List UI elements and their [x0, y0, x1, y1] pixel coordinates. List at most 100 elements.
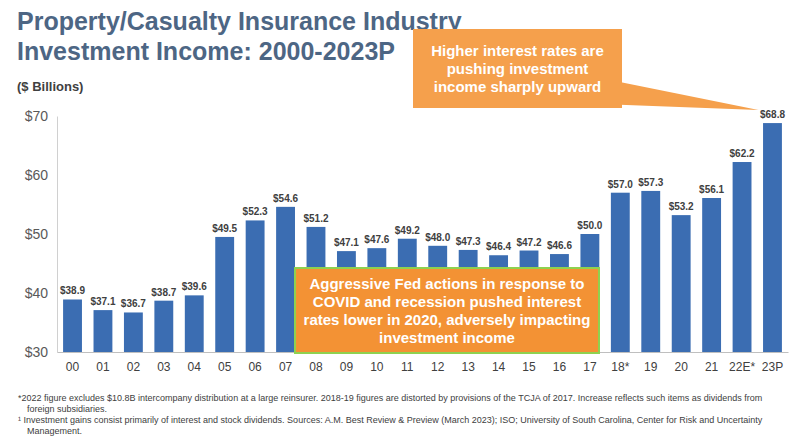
x-tick: 16 — [553, 352, 567, 374]
x-tick: 13 — [461, 352, 475, 374]
x-tick: 21 — [705, 352, 719, 374]
data-label: $48.0 — [425, 232, 450, 243]
data-label: $49.5 — [212, 223, 237, 234]
x-tick-label: 21 — [705, 360, 719, 374]
x-tick-label: 14 — [492, 360, 506, 374]
x-tick-label: 03 — [157, 360, 171, 374]
footnote: *2022 figure excludes $10.8B intercompan… — [18, 393, 788, 414]
x-tick-label: 04 — [188, 360, 202, 374]
data-label: $46.6 — [547, 240, 572, 251]
footnote: ¹ Investment gains consist primarily of … — [18, 415, 788, 436]
x-tick-label: 08 — [309, 360, 323, 374]
bar — [246, 220, 265, 352]
data-label: $47.3 — [456, 236, 481, 247]
x-tick-label: 00 — [66, 360, 80, 374]
bar — [154, 301, 173, 352]
x-tick: 01 — [96, 352, 110, 374]
x-tick: 07 — [279, 352, 293, 374]
x-tick: 17 — [583, 352, 597, 374]
callout-pointer — [600, 78, 758, 110]
y-tick: $40 — [25, 285, 57, 301]
x-tick-label: 18* — [611, 360, 629, 374]
chart-subtitle: ($ Billions) — [17, 79, 83, 94]
x-tick: 10 — [370, 352, 384, 374]
data-label: $68.8 — [760, 109, 785, 120]
bar — [733, 162, 752, 352]
x-tick: 14 — [492, 352, 506, 374]
data-label: $56.1 — [699, 184, 724, 195]
x-tick: 08 — [309, 352, 323, 374]
data-label: $39.6 — [182, 281, 207, 292]
data-label: $36.7 — [121, 298, 146, 309]
x-tick: 20 — [675, 352, 689, 374]
x-tick: 05 — [218, 352, 232, 374]
x-tick-label: 22E* — [729, 360, 755, 374]
y-tick-label: $30 — [25, 344, 49, 360]
y-tick: $50 — [25, 226, 57, 242]
x-tick: 22E* — [729, 352, 755, 374]
data-label: $57.0 — [608, 179, 633, 190]
bar — [763, 123, 782, 352]
x-tick: 02 — [127, 352, 141, 374]
annotation: Aggressive Fed actions in response to CO… — [294, 267, 600, 354]
x-tick: 11 — [401, 352, 414, 374]
bar — [672, 215, 691, 352]
data-label: $46.4 — [486, 241, 511, 252]
data-label: $47.6 — [364, 234, 389, 245]
chart-page: $30 $40 $50 $60 $70 00 01 02 03 04 05 06 07 08 09 10 11 1… — [0, 0, 800, 439]
x-tick-label: 11 — [401, 360, 414, 374]
y-tick-label: $40 — [25, 285, 49, 301]
y-tick-label: $70 — [25, 108, 49, 124]
chart-svg: $30 $40 $50 $60 $70 00 01 02 03 04 05 06 07 08 09 10 11 1… — [0, 0, 800, 439]
data-label: $37.1 — [90, 296, 115, 307]
bar — [611, 193, 630, 352]
y-axis: $30 $40 $50 $60 $70 — [25, 108, 58, 360]
data-label: $47.2 — [516, 237, 541, 248]
data-label: $51.2 — [303, 213, 328, 224]
data-label: $53.2 — [669, 201, 694, 212]
y-tick: $30 — [25, 344, 57, 360]
data-label: $52.3 — [243, 206, 268, 217]
data-label: $47.1 — [334, 237, 359, 248]
x-tick-label: 02 — [127, 360, 141, 374]
data-label: $50.0 — [577, 220, 602, 231]
data-label: $54.6 — [273, 193, 298, 204]
data-label: $62.2 — [730, 148, 755, 159]
y-tick-label: $60 — [25, 167, 49, 183]
data-label: $57.3 — [638, 177, 663, 188]
x-tick-label: 15 — [522, 360, 536, 374]
bar — [702, 198, 721, 352]
x-tick: 19 — [644, 352, 658, 374]
x-tick-label: 06 — [248, 360, 262, 374]
bar — [185, 295, 204, 352]
bar — [63, 299, 82, 352]
x-tick-label: 09 — [340, 360, 354, 374]
x-tick-label: 01 — [96, 360, 110, 374]
bar — [276, 207, 295, 352]
x-tick: 03 — [157, 352, 171, 374]
y-axis-line — [57, 117, 58, 353]
bar — [215, 237, 234, 352]
data-label: $38.9 — [60, 285, 85, 296]
x-tick: 15 — [522, 352, 536, 374]
x-tick: 06 — [248, 352, 262, 374]
x-tick-label: 23P — [762, 360, 783, 374]
x-tick: 09 — [340, 352, 354, 374]
x-tick: 04 — [188, 352, 202, 374]
data-label: $49.2 — [395, 225, 420, 236]
x-tick-label: 19 — [644, 360, 658, 374]
x-tick-label: 12 — [431, 360, 445, 374]
x-axis: 00 01 02 03 04 05 06 07 08 09 10 11 12 13 14 15 16 17 18* 1… — [58, 352, 789, 374]
x-tick-label: 05 — [218, 360, 232, 374]
y-tick: $60 — [25, 167, 57, 183]
x-tick: 12 — [431, 352, 445, 374]
x-tick: 00 — [66, 352, 80, 374]
y-tick-label: $50 — [25, 226, 49, 242]
data-label: $38.7 — [151, 287, 176, 298]
x-tick-label: 16 — [553, 360, 567, 374]
x-tick-label: 10 — [370, 360, 384, 374]
bar — [94, 310, 113, 352]
x-tick: 23P — [762, 352, 783, 374]
annotation: Higher interest rates are pushing invest… — [413, 29, 622, 108]
y-tick: $70 — [25, 108, 57, 124]
